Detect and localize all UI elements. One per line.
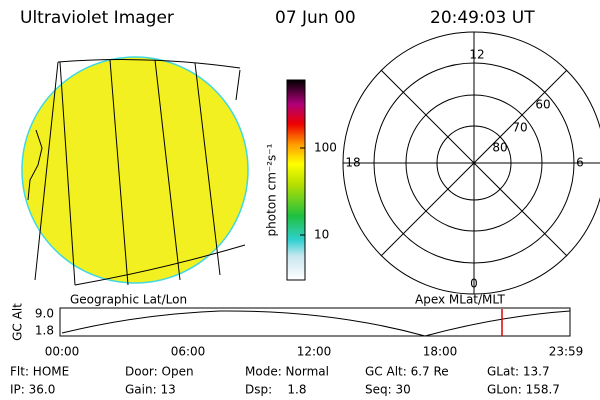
mlt-label: 18 [345,156,360,170]
title: Ultraviolet Imager [20,8,174,28]
status-field: GLat: 13.7 [487,365,550,379]
left-caption: Geographic Lat/Lon [70,293,187,307]
status-field: IP: 36.0 [10,383,55,397]
mlat-label: 70 [512,121,527,135]
x-tick-label: 23:59 [549,345,584,359]
x-tick-label: 00:00 [45,345,80,359]
status-panel: Flt: HOME Door: Open Mode: Normal GC Alt: 6… [10,365,560,397]
status-field: Gain: 13 [125,383,176,397]
y-tick-label: 1.8 [35,324,54,338]
status-field: Mode: Normal [245,365,329,379]
colorbar-label: photon cm⁻²s⁻¹ [265,143,279,236]
status-field: GLon: 158.7 [487,383,560,397]
time: 20:49:03 UT [430,8,535,28]
globe-image [21,56,249,286]
mlat-label: 80 [492,141,507,155]
mlat-label: 60 [535,98,550,112]
mlt-label: 12 [469,48,484,62]
status-field: Dsp: 1.8 [245,383,307,397]
mlt-label: 6 [576,156,584,170]
status-field: Door: Open [125,365,194,379]
x-tick-label: 12:00 [297,345,332,359]
altitude-curve [61,310,571,337]
status-field: Flt: HOME [10,365,69,379]
x-tick-label: 18:00 [423,345,458,359]
y-tick-label: 9.0 [35,307,54,321]
y-axis-label: GC Alt [11,303,25,341]
polar-grid [342,31,600,295]
colorbar-tick: 100 [314,141,337,155]
status-field: Seq: 30 [365,383,411,397]
colorbar-tick: 10 [314,228,329,242]
right-caption: Apex MLat/MLT [415,293,505,307]
colorbar [286,79,306,281]
status-field: GC Alt: 6.7 Re [365,365,449,379]
x-tick-label: 06:00 [171,345,206,359]
mlt-label: 0 [470,277,478,291]
date: 07 Jun 00 [275,8,356,28]
altitude-plot-frame [59,307,571,337]
